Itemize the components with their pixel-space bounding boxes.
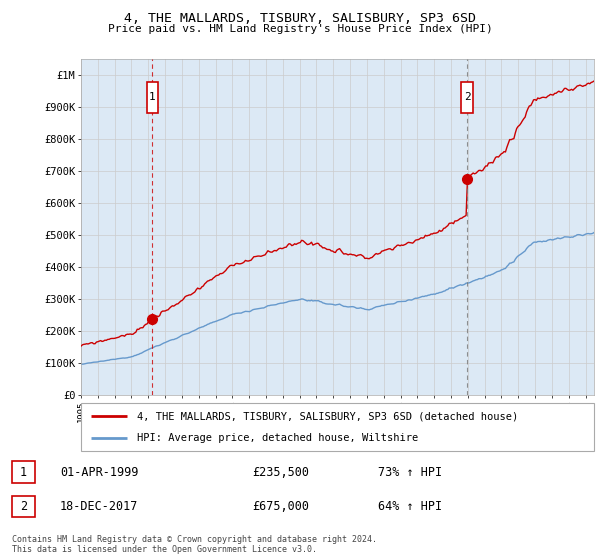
- Text: 4, THE MALLARDS, TISBURY, SALISBURY, SP3 6SD: 4, THE MALLARDS, TISBURY, SALISBURY, SP3…: [124, 12, 476, 25]
- Text: £675,000: £675,000: [252, 500, 309, 514]
- Text: 4, THE MALLARDS, TISBURY, SALISBURY, SP3 6SD (detached house): 4, THE MALLARDS, TISBURY, SALISBURY, SP3…: [137, 411, 518, 421]
- Text: £235,500: £235,500: [252, 465, 309, 479]
- Text: 2: 2: [20, 500, 27, 514]
- Text: 64% ↑ HPI: 64% ↑ HPI: [378, 500, 442, 514]
- Text: Contains HM Land Registry data © Crown copyright and database right 2024.
This d: Contains HM Land Registry data © Crown c…: [12, 535, 377, 554]
- FancyBboxPatch shape: [461, 82, 473, 113]
- Text: 1: 1: [20, 465, 27, 479]
- Text: HPI: Average price, detached house, Wiltshire: HPI: Average price, detached house, Wilt…: [137, 433, 419, 443]
- Text: 18-DEC-2017: 18-DEC-2017: [60, 500, 139, 514]
- FancyBboxPatch shape: [81, 403, 594, 451]
- FancyBboxPatch shape: [146, 82, 158, 113]
- Text: 73% ↑ HPI: 73% ↑ HPI: [378, 465, 442, 479]
- Text: 1: 1: [149, 92, 156, 102]
- Text: Price paid vs. HM Land Registry's House Price Index (HPI): Price paid vs. HM Land Registry's House …: [107, 24, 493, 34]
- Text: 01-APR-1999: 01-APR-1999: [60, 465, 139, 479]
- Text: 2: 2: [464, 92, 470, 102]
